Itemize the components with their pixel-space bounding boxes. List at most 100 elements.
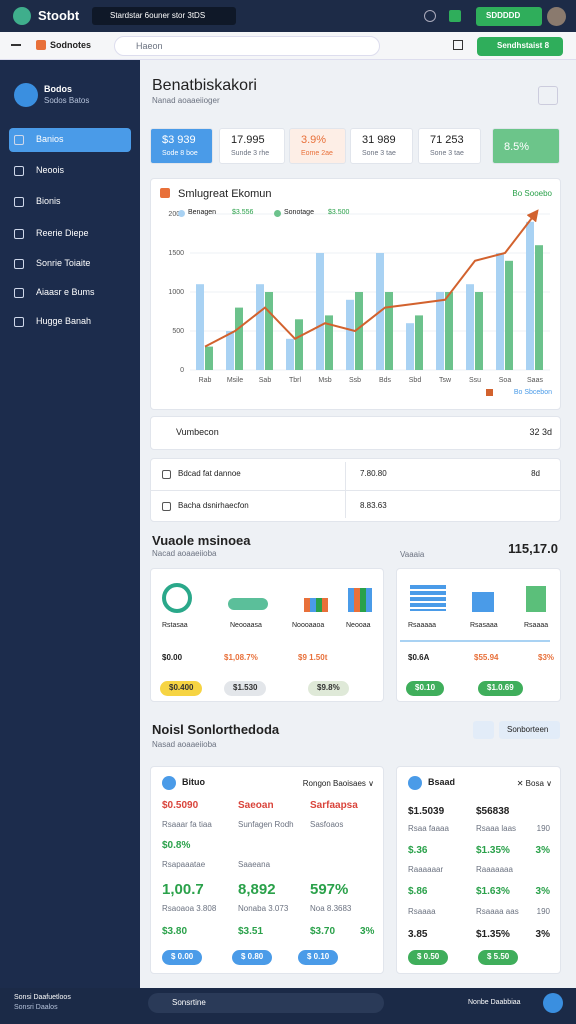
text: Sodos Batos — [44, 96, 90, 105]
nav-item[interactable]: Reerie Diepe — [36, 228, 89, 238]
text: 8,892 — [238, 881, 276, 898]
text: Sode 8 boe — [162, 150, 198, 157]
pill[interactable]: $ 0.80 — [232, 950, 273, 965]
line — [204, 209, 539, 348]
text: Nanad aoaaeiioger — [152, 96, 220, 105]
bar — [205, 346, 213, 370]
text: Eome 2ae — [301, 150, 333, 157]
bar — [235, 307, 243, 370]
card-icon — [162, 776, 176, 790]
button[interactable] — [499, 721, 560, 739]
text: Rsaa faaaa — [408, 824, 449, 833]
bar — [256, 284, 264, 370]
text[interactable]: Sendhstaist 8 — [497, 41, 550, 50]
text[interactable]: Sonsrtine — [172, 998, 206, 1007]
bar — [496, 253, 504, 370]
title-icon — [160, 188, 170, 198]
text: Neooaa — [346, 622, 371, 629]
nav-icon — [14, 229, 24, 239]
icon[interactable] — [424, 10, 436, 22]
text: 32 3d — [529, 427, 552, 437]
text: 3.85 — [408, 929, 428, 940]
thumbnail — [410, 585, 446, 611]
text: Nasad aoaaeiioba — [152, 740, 217, 749]
search-box[interactable] — [92, 7, 236, 25]
text: 31 989 — [362, 134, 396, 146]
bar — [406, 323, 414, 370]
summary-card[interactable] — [150, 416, 561, 450]
menu[interactable]: ✕ Bosa ∨ — [516, 779, 552, 788]
nav-item[interactable]: Banios — [36, 134, 64, 144]
y-tick-label: 500 — [172, 328, 184, 335]
text: Sunde 3 rhe — [231, 150, 270, 157]
text: 3% — [535, 886, 550, 897]
button[interactable] — [477, 37, 563, 56]
row-icon — [162, 502, 171, 511]
bar — [526, 221, 534, 370]
nav-item[interactable]: Sonrie Toiaite — [36, 258, 91, 268]
bar — [445, 292, 453, 370]
nav-item[interactable]: Aiaasr e Bums — [36, 287, 95, 297]
thumbnail — [526, 586, 546, 612]
text: $3.80 — [162, 926, 188, 937]
menu[interactable]: Rongon Baoisaes ∨ — [302, 779, 374, 788]
text: Rsaoaoa 3.808 — [162, 904, 217, 913]
text: Vuaole msinoea — [152, 533, 251, 548]
text: $1.35% — [476, 929, 510, 940]
text: Benatbiskakori — [152, 77, 257, 94]
text[interactable]: Haeon — [136, 41, 163, 51]
nav-item[interactable]: Neoois — [36, 165, 65, 175]
card-icon — [408, 776, 422, 790]
avatar[interactable] — [547, 7, 566, 26]
kpi-card — [492, 128, 560, 164]
x-tick-label: Soa — [499, 377, 512, 384]
text[interactable]: Bdcad fat dannoe — [178, 469, 241, 478]
icon[interactable] — [449, 10, 461, 22]
pill[interactable]: $1.0.69 — [478, 681, 523, 696]
icon-button[interactable] — [538, 86, 558, 105]
text: 190 — [536, 907, 550, 916]
text: Vaaaia — [400, 550, 425, 559]
text: Noisl Sonlorthedoda — [152, 722, 280, 737]
text: Saaeana — [238, 860, 271, 869]
footer-search[interactable] — [148, 993, 384, 1013]
divider — [150, 490, 561, 491]
pill[interactable]: $ 0.10 — [298, 950, 339, 965]
pill[interactable]: $9.8% — [308, 681, 349, 696]
x-tick-label: Saas — [527, 377, 543, 384]
text[interactable]: SDDDDD — [486, 11, 521, 20]
pill[interactable]: $ 5.50 — [478, 950, 519, 965]
bar — [505, 260, 513, 370]
text: Neooaasa — [230, 622, 262, 629]
x-tick-label: Ssb — [349, 377, 361, 384]
text[interactable]: Sonborteen — [507, 725, 549, 734]
button[interactable] — [476, 7, 542, 26]
nav-item[interactable]: Bionis — [36, 196, 61, 206]
text: Nacad aoaaeiioba — [152, 549, 217, 558]
home-icon[interactable] — [453, 40, 463, 50]
text: Sarfaapsa — [310, 800, 358, 811]
text: 7.80.80 — [360, 469, 387, 478]
card — [150, 766, 384, 974]
back-arrow[interactable] — [11, 44, 21, 46]
text: $0.6A — [408, 653, 430, 662]
pill[interactable]: $0.10 — [406, 681, 445, 696]
pill[interactable]: $0.400 — [160, 681, 203, 696]
x-tick-label: Msb — [318, 377, 331, 384]
text: $3.51 — [238, 926, 264, 937]
icon-button[interactable] — [473, 721, 494, 739]
text: $3% — [538, 653, 555, 662]
pill[interactable]: $ 0.50 — [408, 950, 449, 965]
pill[interactable]: $1.530 — [224, 681, 267, 696]
text: $1.5039 — [408, 806, 445, 817]
text: 71 253 — [430, 134, 464, 146]
text: $56838 — [476, 806, 510, 817]
nav-item[interactable]: Hugge Banah — [36, 316, 92, 326]
avatar[interactable] — [543, 993, 563, 1013]
text[interactable]: Stardstar 6ouner stor 3tDS — [110, 11, 206, 20]
address-bar[interactable] — [114, 36, 380, 56]
bar — [265, 292, 273, 370]
pill[interactable]: $ 0.00 — [162, 950, 203, 965]
bar — [226, 331, 234, 370]
text: $0.5090 — [162, 800, 199, 811]
